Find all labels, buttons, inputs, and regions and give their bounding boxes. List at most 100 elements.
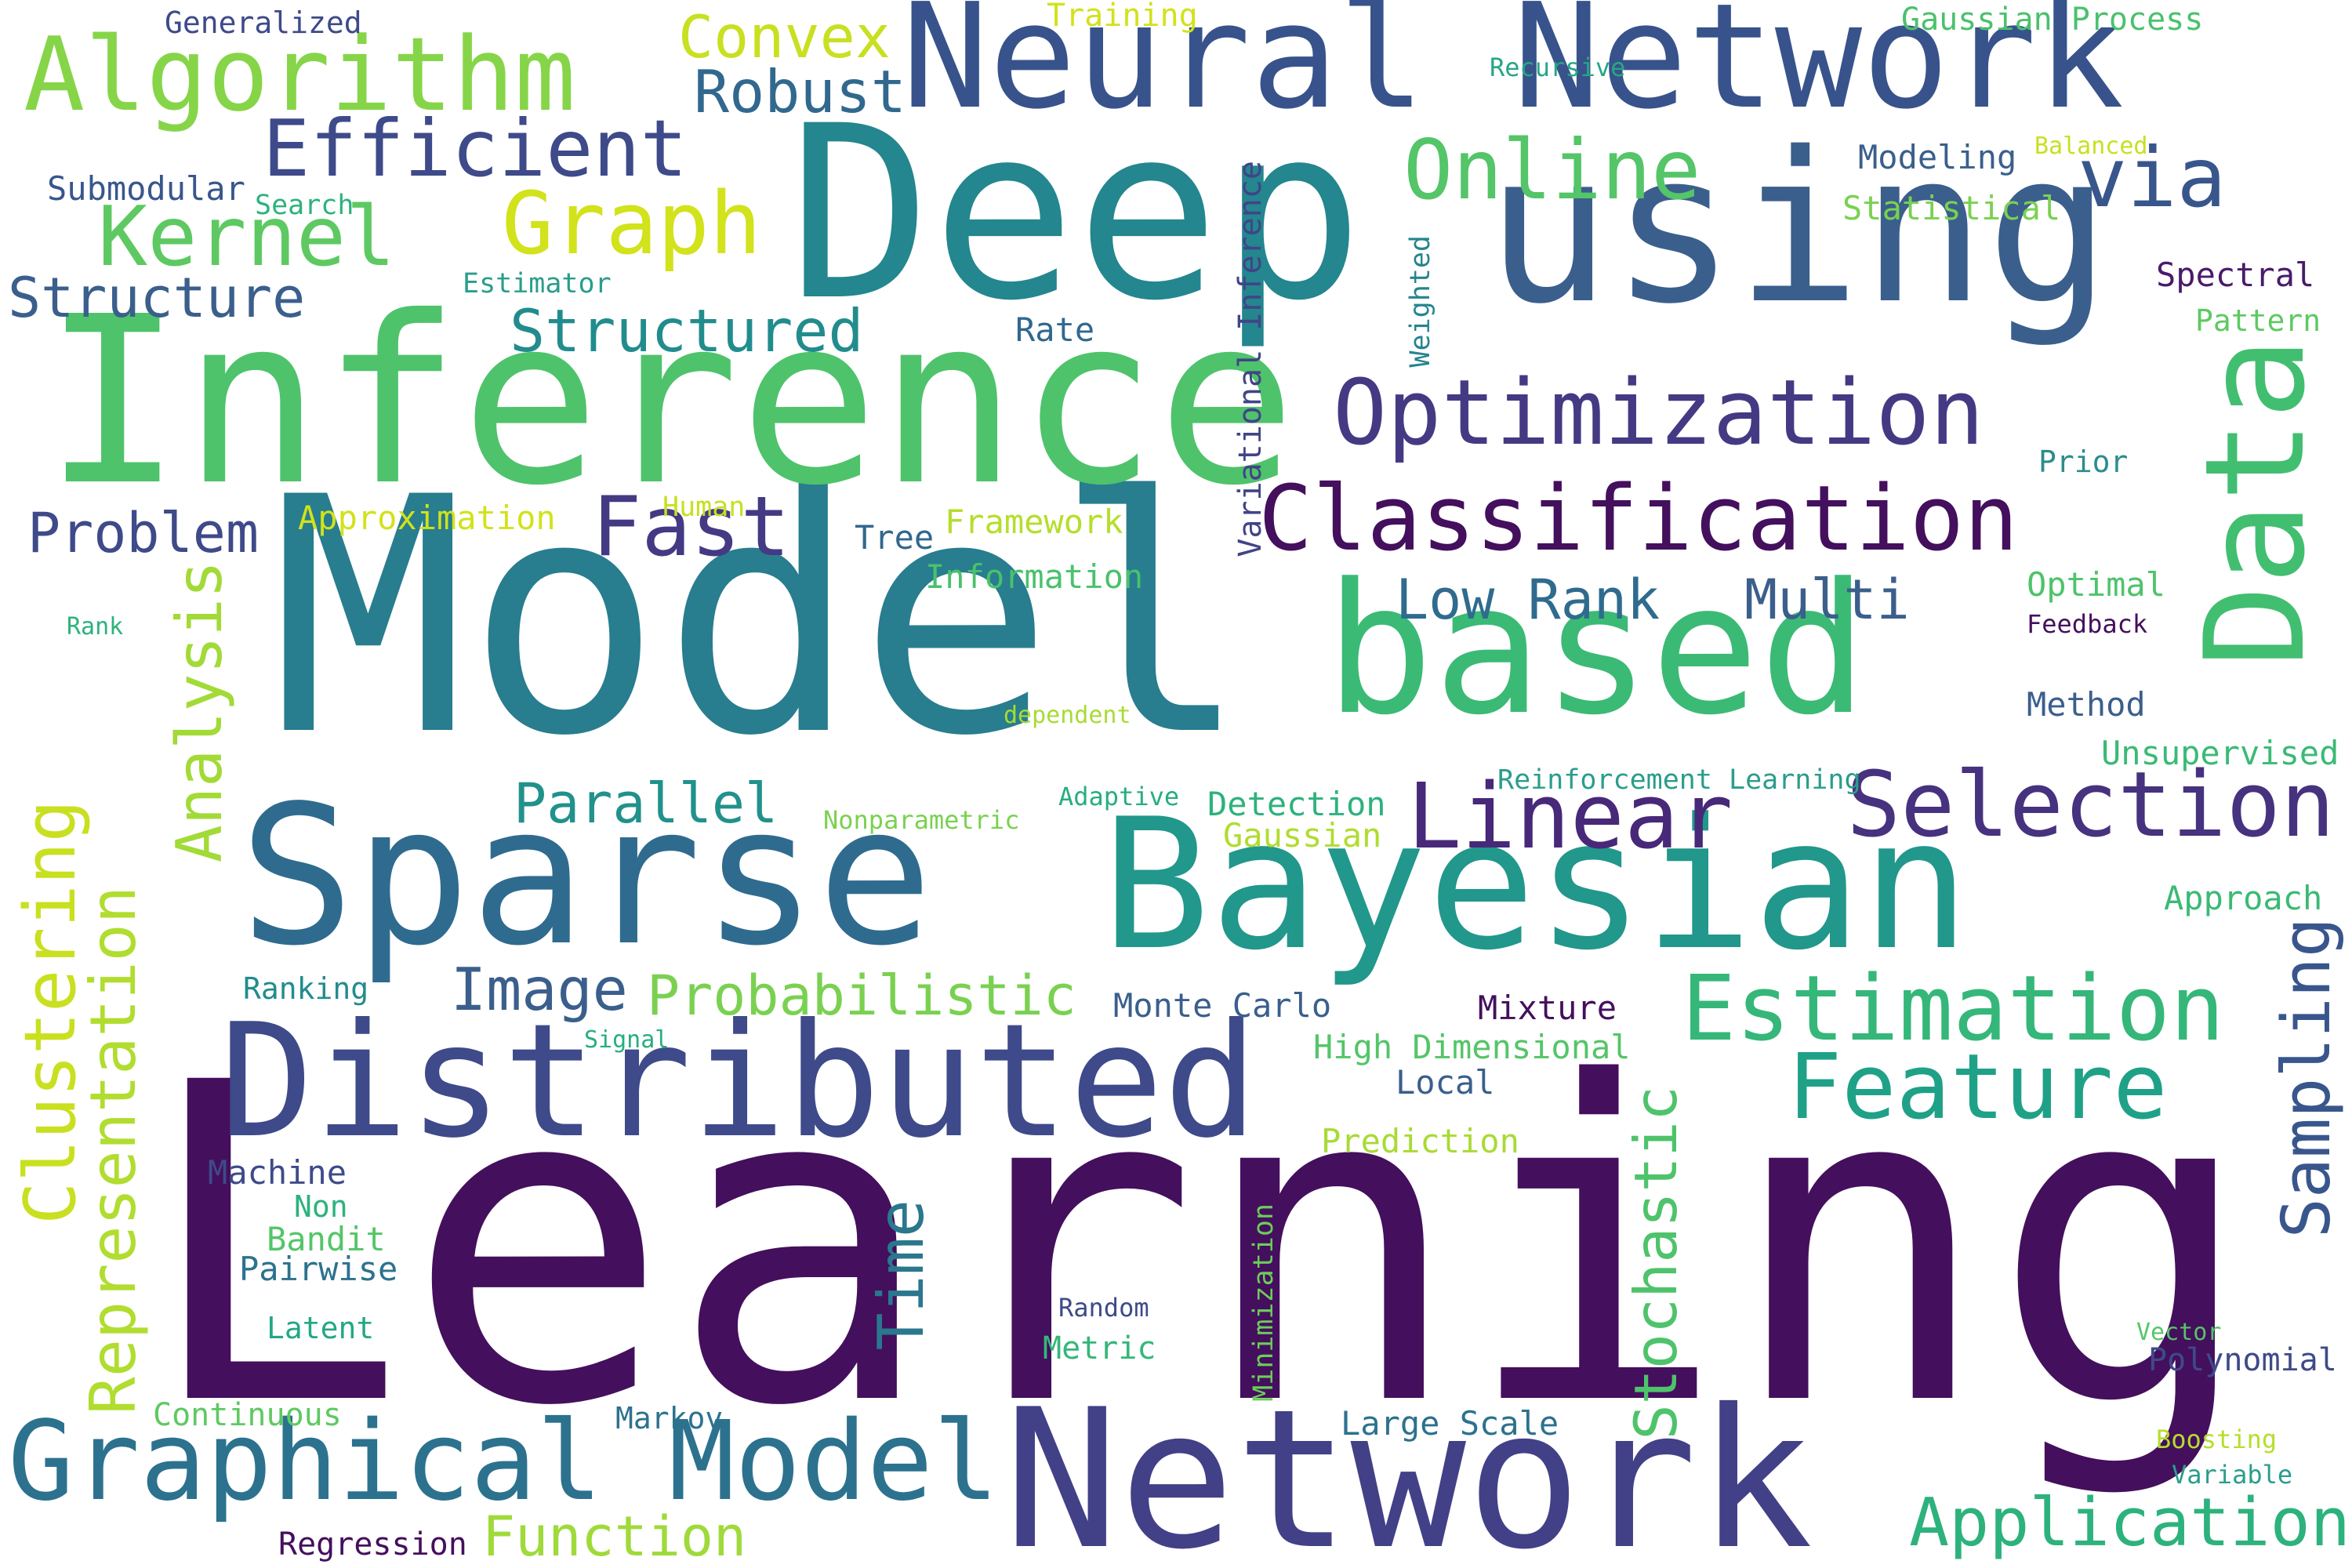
word-probabilistic: Probabilistic <box>647 964 1076 1028</box>
word-prediction: Prediction <box>1321 1122 1519 1160</box>
word-low-rank: Low Rank <box>1396 568 1661 632</box>
word-human: Human <box>662 492 746 523</box>
word-structure: Structure <box>8 266 306 330</box>
word-feature: Feature <box>1788 1035 2168 1140</box>
word-weighted: Weighted <box>1405 235 1436 368</box>
word-linear: Linear <box>1407 764 1733 869</box>
word-feedback: Feedback <box>2027 609 2148 639</box>
word-function: Function <box>482 1504 747 1568</box>
word-deep: Deep <box>788 74 1364 353</box>
word-optimal: Optimal <box>2027 565 2166 604</box>
word-modeling: Modeling <box>1858 138 2017 176</box>
word-machine: Machine <box>208 1153 347 1192</box>
word-online: Online <box>1403 122 1701 218</box>
word-approach: Approach <box>2164 879 2323 917</box>
word-nonparametric: Nonparametric <box>823 805 1020 835</box>
word-time: Time <box>865 1200 938 1351</box>
word-variable: Variable <box>2172 1460 2293 1490</box>
word-problem: Problem <box>27 501 260 565</box>
word-vector: Vector <box>2136 1319 2222 1346</box>
word-minimization: Minimization <box>1248 1203 1279 1402</box>
word-selection: Selection <box>1846 753 2336 858</box>
word-pairwise: Pairwise <box>239 1250 398 1288</box>
word-using: using <box>1486 108 2111 350</box>
word-via: via <box>2078 130 2227 226</box>
word-non: Non <box>294 1189 348 1224</box>
word-mixture: Mixture <box>1478 989 1617 1027</box>
word-multi: Multi <box>1744 568 1910 632</box>
word-monte-carlo: Monte Carlo <box>1113 986 1332 1025</box>
word-dependent: dependent <box>1004 702 1131 729</box>
word-markov: Markov <box>615 1401 724 1436</box>
word-kernel: Kernel <box>98 189 396 285</box>
word-learning: Learning <box>141 991 2256 1502</box>
word-continuous: Continuous <box>153 1397 342 1433</box>
word-balanced: Balanced <box>2034 132 2148 160</box>
word-prior: Prior <box>2038 445 2129 479</box>
word-local: Local <box>1396 1063 1495 1102</box>
word-search: Search <box>255 190 354 221</box>
word-robust: Robust <box>694 57 906 126</box>
word-large-scale: Large Scale <box>1341 1404 1559 1443</box>
word-pattern: Pattern <box>2195 303 2321 338</box>
word-tree: Tree <box>855 518 935 557</box>
word-metric: Metric <box>1043 1330 1156 1367</box>
word-adaptive: Adaptive <box>1058 782 1180 811</box>
word-estimator: Estimator <box>463 268 612 299</box>
word-analysis: Analysis <box>163 561 236 863</box>
word-distributed: Distributed <box>220 990 1258 1173</box>
word-unsupervised: Unsupervised <box>2101 734 2339 772</box>
word-neural-network: Neural Network <box>902 0 2125 141</box>
word-image: Image <box>451 955 628 1024</box>
word-fast: Fast <box>592 479 790 575</box>
word-clustering: Clustering <box>9 800 92 1225</box>
word-regression: Regression <box>278 1526 467 1563</box>
word-stochastic: Stochastic <box>1621 1086 1690 1440</box>
word-gaussian-process: Gaussian Process <box>1901 2 2204 38</box>
word-method: Method <box>2027 685 2146 724</box>
word-bayesian: Bayesian <box>1102 781 1970 990</box>
word-training: Training <box>1047 0 1198 34</box>
word-estimation: Estimation <box>1682 956 2225 1062</box>
word-information: Information <box>925 557 1144 596</box>
word-based: based <box>1325 546 1868 755</box>
word-representation: Representation <box>77 886 150 1415</box>
word-ranking: Ranking <box>243 971 369 1006</box>
word-efficient: Efficient <box>263 103 688 194</box>
word-generalized: Generalized <box>165 5 362 40</box>
word-high-dimensional: High Dimensional <box>1313 1028 1631 1066</box>
word-graphical-model: Graphical Model <box>8 1398 1000 1526</box>
word-structured: Structured <box>510 296 864 365</box>
word-spectral: Spectral <box>2156 256 2315 294</box>
word-rate: Rate <box>1015 310 1095 349</box>
word-application: Application <box>1909 1484 2350 1562</box>
word-approximation: Approximation <box>298 499 556 537</box>
word-algorithm: Algorithm <box>24 15 576 134</box>
word-graph: Graph <box>502 173 762 274</box>
word-inference: Inference <box>43 267 1297 536</box>
word-framework: Framework <box>945 503 1123 541</box>
word-model: Model <box>270 428 1250 807</box>
word-recursive: Recursive <box>1490 53 1626 82</box>
word-detection: Detection <box>1207 785 1386 823</box>
word-convex: Convex <box>678 2 891 71</box>
word-submodular: Submodular <box>47 169 245 208</box>
word-sampling: Sampling <box>2268 917 2346 1239</box>
word-optimization: Optimization <box>1333 361 1984 466</box>
word-latent: Latent <box>267 1311 375 1345</box>
word-parallel: Parallel <box>514 771 779 836</box>
word-statistical: Statistical <box>1842 189 2061 227</box>
word-classification: Classification <box>1258 466 2019 572</box>
word-rank: Rank <box>67 613 124 641</box>
word-polynomial: Polynomial <box>2148 1342 2337 1378</box>
word-reinforcement-learning: Reinforcement Learning <box>1497 764 1861 796</box>
word-bandit: Bandit <box>267 1220 386 1258</box>
word-sparse: Sparse <box>239 764 934 988</box>
word-signal: Signal <box>584 1026 670 1054</box>
word-variational-inference: Variational Inference <box>1232 161 1269 557</box>
word-data: Data <box>2176 337 2336 668</box>
word-boosting: Boosting <box>2156 1425 2278 1454</box>
word-random: Random <box>1058 1293 1149 1323</box>
word-network: Network <box>1004 1368 1813 1568</box>
